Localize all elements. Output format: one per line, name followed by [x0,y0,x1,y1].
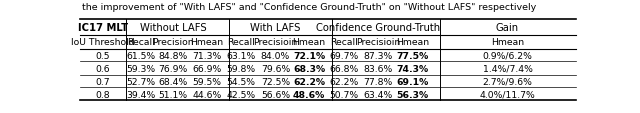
Text: 66.9%: 66.9% [193,64,221,73]
Text: 54.5%: 54.5% [227,77,256,86]
Text: Hmean: Hmean [491,38,524,47]
Text: 63.1%: 63.1% [227,51,256,60]
Text: 56.6%: 56.6% [261,90,290,99]
Text: 42.5%: 42.5% [227,90,256,99]
Text: 44.6%: 44.6% [193,90,221,99]
Text: 0.7: 0.7 [95,77,110,86]
Text: 52.7%: 52.7% [126,77,155,86]
Text: 59.8%: 59.8% [227,64,256,73]
Text: 59.3%: 59.3% [126,64,155,73]
Text: Precisioin: Precisioin [253,38,298,47]
Text: 0.5: 0.5 [95,51,110,60]
Text: 39.4%: 39.4% [126,90,155,99]
Text: 63.4%: 63.4% [364,90,393,99]
Text: 62.2%: 62.2% [293,77,325,86]
Text: Hmean: Hmean [292,38,326,47]
Text: 69.7%: 69.7% [329,51,358,60]
Text: 77.5%: 77.5% [396,51,428,60]
Text: Hmean: Hmean [396,38,429,47]
Text: Recall: Recall [127,38,154,47]
Text: 87.3%: 87.3% [364,51,393,60]
Text: 62.2%: 62.2% [329,77,358,86]
Text: 84.8%: 84.8% [159,51,188,60]
Text: Gain: Gain [496,22,519,32]
Text: 0.9%/6.2%: 0.9%/6.2% [483,51,532,60]
Text: 72.1%: 72.1% [293,51,325,60]
Text: 68.4%: 68.4% [159,77,188,86]
Text: Recall: Recall [330,38,358,47]
Text: Confidence Ground-Truth: Confidence Ground-Truth [316,22,440,32]
Text: 61.5%: 61.5% [126,51,155,60]
Text: 1.4%/7.4%: 1.4%/7.4% [483,64,532,73]
Text: Precisioin: Precisioin [356,38,400,47]
Text: 72.5%: 72.5% [261,77,290,86]
Text: 71.3%: 71.3% [193,51,221,60]
Text: 69.1%: 69.1% [396,77,428,86]
Text: 48.6%: 48.6% [293,90,325,99]
Text: 77.8%: 77.8% [364,77,393,86]
Text: 68.3%: 68.3% [293,64,325,73]
Text: 84.0%: 84.0% [260,51,290,60]
Text: IoU Threshold: IoU Threshold [71,38,134,47]
Text: 4.0%/11.7%: 4.0%/11.7% [479,90,536,99]
Text: 59.5%: 59.5% [193,77,221,86]
Text: 76.9%: 76.9% [159,64,188,73]
Text: 56.3%: 56.3% [396,90,428,99]
Text: 50.7%: 50.7% [330,90,358,99]
Text: the improvement of "With LAFS" and "Confidence Ground-Truth" on "Without LAFS" r: the improvement of "With LAFS" and "Conf… [83,3,537,12]
Text: Hmean: Hmean [191,38,223,47]
Text: IC17 MLT: IC17 MLT [77,22,128,32]
Text: 74.3%: 74.3% [396,64,428,73]
Text: 51.1%: 51.1% [159,90,188,99]
Text: Precision: Precision [152,38,194,47]
Text: 79.6%: 79.6% [260,64,290,73]
Text: 66.8%: 66.8% [329,64,358,73]
Text: 0.6: 0.6 [95,64,110,73]
Text: 83.6%: 83.6% [364,64,393,73]
Text: 0.8: 0.8 [95,90,110,99]
Text: 2.7%/9.6%: 2.7%/9.6% [483,77,532,86]
Text: Without LAFS: Without LAFS [140,22,207,32]
Text: Recall: Recall [227,38,255,47]
Text: With LAFS: With LAFS [250,22,301,32]
